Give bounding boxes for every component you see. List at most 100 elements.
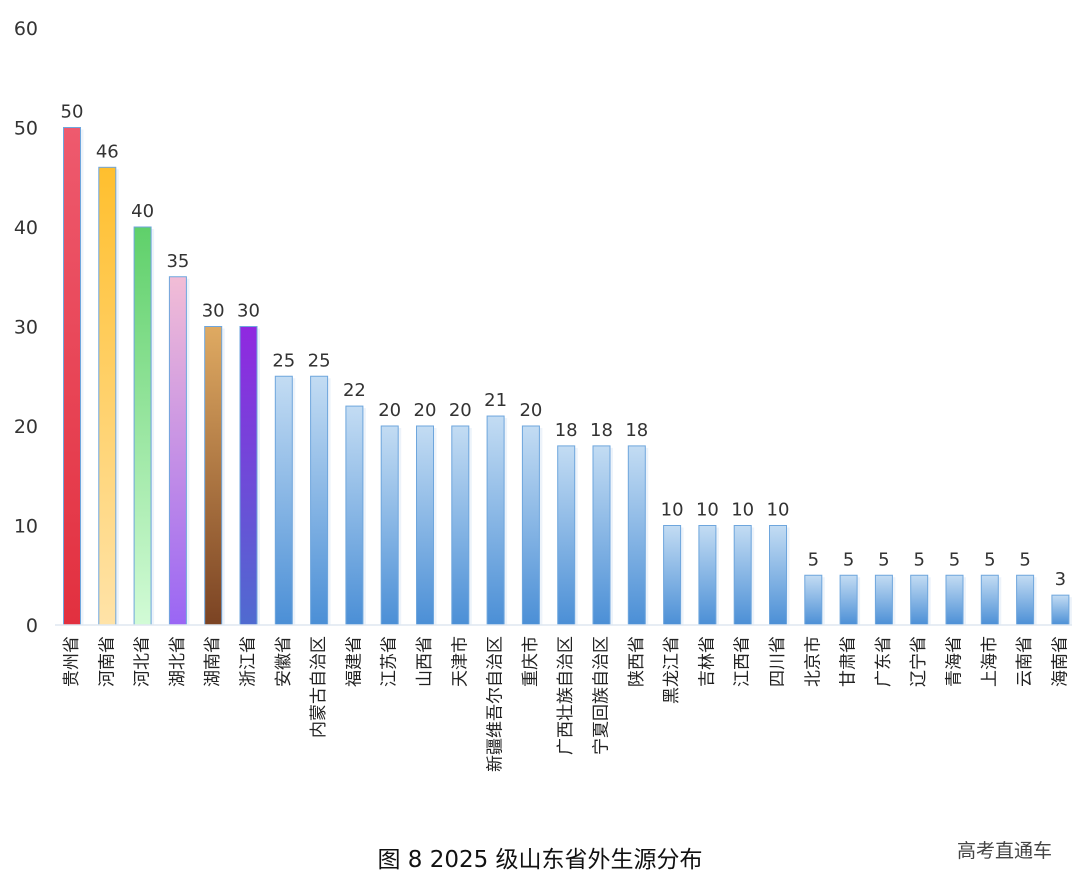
value-label: 20 xyxy=(449,400,472,421)
value-label: 5 xyxy=(808,549,819,570)
bar xyxy=(451,425,470,626)
bar xyxy=(1051,594,1070,626)
value-label: 50 xyxy=(61,102,84,123)
bar xyxy=(839,574,858,626)
value-label: 30 xyxy=(202,301,225,322)
x-tick-label: 安徽省 xyxy=(274,636,294,687)
x-tick-label: 宁夏回族自治区 xyxy=(592,636,612,755)
x-tick-label: 吉林省 xyxy=(697,636,717,687)
value-label: 5 xyxy=(843,549,854,570)
bar xyxy=(168,276,187,626)
value-label: 20 xyxy=(519,400,542,421)
x-tick-label: 江苏省 xyxy=(380,636,400,687)
x-labels: 贵州省 河南省 河北省 湖北省 湖南省 浙江省 安徽省 内蒙古自治区 福建省 江苏省 山西省 天津市新… xyxy=(62,636,1070,772)
value-label: 10 xyxy=(696,500,719,521)
x-tick-label: 上海市 xyxy=(980,636,1000,687)
x-tick-label: 广东省 xyxy=(874,636,894,687)
y-tick-label: 30 xyxy=(14,317,38,339)
watermark: 高考直通车 xyxy=(956,840,1052,862)
x-tick-label: 北京市 xyxy=(803,636,823,687)
value-label: 22 xyxy=(343,380,366,401)
x-tick-label: 青海省 xyxy=(945,636,965,687)
bar xyxy=(945,574,964,626)
y-tick-label: 10 xyxy=(14,516,38,538)
bar xyxy=(416,425,434,626)
x-tick-label: 广西壮族自治区 xyxy=(556,636,576,755)
value-label: 10 xyxy=(661,500,684,521)
value-label: 30 xyxy=(237,301,260,322)
y-tick-label: 40 xyxy=(14,217,38,239)
bar xyxy=(769,525,787,626)
value-label: 5 xyxy=(984,549,995,570)
bar xyxy=(274,375,293,626)
value-label: 5 xyxy=(1019,549,1030,570)
y-tick-label: 20 xyxy=(14,416,38,438)
bar xyxy=(239,326,258,626)
x-tick-label: 贵州省 xyxy=(62,636,82,687)
x-tick-label: 湖北省 xyxy=(168,636,188,687)
bar xyxy=(698,525,717,626)
y-tick-label: 50 xyxy=(14,118,38,140)
value-label: 40 xyxy=(131,201,154,222)
bar xyxy=(98,166,117,626)
value-label: 10 xyxy=(767,500,790,521)
bar xyxy=(663,525,682,626)
x-tick-label: 河北省 xyxy=(133,636,153,687)
bar xyxy=(874,574,893,626)
bar xyxy=(557,445,576,626)
value-label: 18 xyxy=(555,420,578,441)
bars xyxy=(63,127,1072,626)
value-label: 35 xyxy=(166,251,189,272)
x-tick-label: 四川省 xyxy=(768,636,788,687)
x-tick-label: 天津市 xyxy=(450,636,470,687)
bar xyxy=(804,574,823,626)
bar xyxy=(63,127,81,626)
x-tick-label: 海南省 xyxy=(1050,636,1070,687)
x-tick-label: 内蒙古自治区 xyxy=(309,636,329,738)
bar xyxy=(204,326,223,626)
x-tick-label: 重庆市 xyxy=(521,636,541,687)
y-tick-label: 60 xyxy=(14,18,38,40)
x-tick-label: 湖南省 xyxy=(203,636,223,687)
bar xyxy=(345,405,364,626)
value-label: 5 xyxy=(878,549,889,570)
x-tick-label: 黑龙江省 xyxy=(662,636,682,704)
bar xyxy=(380,425,399,626)
y-tick-label: 0 xyxy=(26,615,38,637)
x-tick-label: 江西省 xyxy=(733,636,753,687)
bar xyxy=(733,525,752,626)
value-label: 21 xyxy=(484,390,507,411)
bar xyxy=(592,445,611,626)
x-tick-label: 陕西省 xyxy=(627,636,647,687)
bar xyxy=(521,425,540,626)
bar xyxy=(910,574,929,626)
y-axis: 0 10 20 30 40 50 60 xyxy=(14,18,38,637)
value-label: 25 xyxy=(308,350,331,371)
value-label: 20 xyxy=(378,400,401,421)
x-tick-label: 河南省 xyxy=(97,636,117,687)
bar xyxy=(486,415,505,626)
bar xyxy=(133,226,152,626)
bar xyxy=(1016,574,1035,626)
x-tick-label: 新疆维吾尔自治区 xyxy=(486,636,506,772)
value-label: 18 xyxy=(625,420,648,441)
x-tick-label: 辽宁省 xyxy=(909,636,929,687)
bar xyxy=(627,445,646,626)
value-label: 3 xyxy=(1055,569,1066,590)
x-tick-label: 云南省 xyxy=(1015,636,1035,687)
value-label: 18 xyxy=(590,420,613,441)
value-label: 46 xyxy=(96,141,119,162)
x-tick-label: 甘肃省 xyxy=(839,636,859,687)
value-label: 5 xyxy=(949,549,960,570)
bar xyxy=(310,375,329,626)
x-tick-label: 福建省 xyxy=(344,636,364,687)
value-label: 10 xyxy=(731,500,754,521)
bar xyxy=(980,574,999,626)
x-tick-label: 山西省 xyxy=(415,636,435,687)
x-tick-label: 浙江省 xyxy=(239,636,259,687)
value-label: 25 xyxy=(272,350,295,371)
value-label: 20 xyxy=(414,400,437,421)
value-label: 5 xyxy=(913,549,924,570)
